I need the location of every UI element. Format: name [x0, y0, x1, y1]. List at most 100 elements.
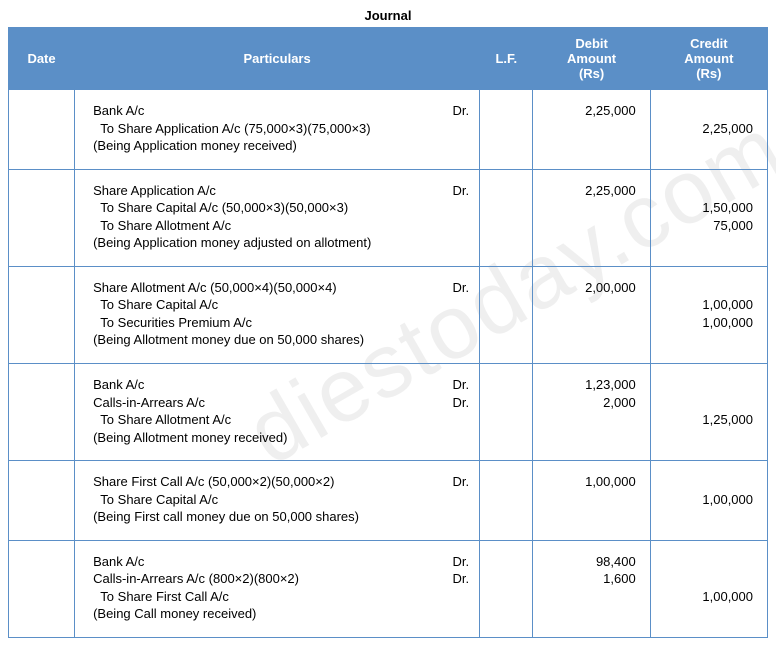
dr-indicator	[441, 331, 471, 349]
dr-indicator: Dr.	[441, 376, 471, 394]
credit-cell: 1,00,0001,00,000	[650, 266, 767, 363]
credit-amount	[657, 429, 753, 447]
debit-amount	[539, 411, 635, 429]
debit-amount	[539, 508, 635, 526]
entry-line: Bank A/cDr.	[93, 376, 471, 394]
lf-cell	[480, 364, 533, 461]
header-debit: DebitAmount(Rs)	[533, 28, 650, 90]
entry-line: Bank A/cDr.	[93, 102, 471, 120]
credit-amount: 1,00,000	[657, 296, 753, 314]
entry-line: Calls-in-Arrears A/cDr.	[93, 394, 471, 412]
credit-amount	[657, 570, 753, 588]
debit-amount	[539, 491, 635, 509]
debit-cell: 2,25,000	[533, 90, 650, 170]
debit-amount	[539, 217, 635, 235]
credit-amount: 1,00,000	[657, 314, 753, 332]
entry-line: (Being Allotment money due on 50,000 sha…	[93, 331, 471, 349]
entry-line: (Being Allotment money received)	[93, 429, 471, 447]
entry-line: To Share Application A/c (75,000×3)(75,0…	[93, 120, 471, 138]
entry-text: Calls-in-Arrears A/c (800×2)(800×2)	[93, 570, 441, 588]
credit-amount	[657, 279, 753, 297]
table-row: Bank A/cDr. To Share Application A/c (75…	[9, 90, 768, 170]
credit-amount	[657, 508, 753, 526]
credit-cell: 1,50,00075,000	[650, 169, 767, 266]
debit-cell: 1,00,000	[533, 461, 650, 541]
credit-amount	[657, 234, 753, 252]
debit-cell: 2,25,000	[533, 169, 650, 266]
particulars-cell: Share Allotment A/c (50,000×4)(50,000×4)…	[75, 266, 480, 363]
credit-amount	[657, 376, 753, 394]
journal-table: Date Particulars L.F. DebitAmount(Rs) Cr…	[8, 27, 768, 638]
entry-text: Bank A/c	[93, 376, 441, 394]
table-row: Bank A/cDr.Calls-in-Arrears A/cDr. To Sh…	[9, 364, 768, 461]
entry-line: (Being Application money received)	[93, 137, 471, 155]
particulars-cell: Bank A/cDr.Calls-in-Arrears A/cDr. To Sh…	[75, 364, 480, 461]
header-date: Date	[9, 28, 75, 90]
credit-amount	[657, 473, 753, 491]
entry-text: To Securities Premium A/c	[93, 314, 441, 332]
dr-indicator	[441, 234, 471, 252]
entry-line: To Share Capital A/c	[93, 296, 471, 314]
particulars-cell: Share First Call A/c (50,000×2)(50,000×2…	[75, 461, 480, 541]
entry-text: (Being Application money adjusted on all…	[93, 234, 441, 252]
dr-indicator: Dr.	[441, 553, 471, 571]
debit-amount: 98,400	[539, 553, 635, 571]
entry-line: To Share Capital A/c (50,000×3)(50,000×3…	[93, 199, 471, 217]
dr-indicator	[441, 508, 471, 526]
date-cell	[9, 90, 75, 170]
header-particulars: Particulars	[75, 28, 480, 90]
debit-cell: 1,23,0002,000	[533, 364, 650, 461]
lf-cell	[480, 461, 533, 541]
journal-title: Journal	[8, 8, 768, 23]
entry-text: Share Allotment A/c (50,000×4)(50,000×4)	[93, 279, 441, 297]
table-header-row: Date Particulars L.F. DebitAmount(Rs) Cr…	[9, 28, 768, 90]
entry-text: To Share Allotment A/c	[93, 217, 441, 235]
credit-cell: 2,25,000	[650, 90, 767, 170]
entry-text: Share Application A/c	[93, 182, 441, 200]
dr-indicator	[441, 217, 471, 235]
entry-line: Share Allotment A/c (50,000×4)(50,000×4)…	[93, 279, 471, 297]
entry-line: To Share Capital A/c	[93, 491, 471, 509]
credit-amount: 75,000	[657, 217, 753, 235]
dr-indicator	[441, 588, 471, 606]
debit-amount	[539, 429, 635, 447]
entry-text: To Share First Call A/c	[93, 588, 441, 606]
credit-amount: 1,00,000	[657, 491, 753, 509]
debit-amount: 2,25,000	[539, 182, 635, 200]
entry-text: Bank A/c	[93, 102, 441, 120]
table-row: Share Allotment A/c (50,000×4)(50,000×4)…	[9, 266, 768, 363]
credit-cell: 1,00,000	[650, 461, 767, 541]
credit-amount: 1,25,000	[657, 411, 753, 429]
dr-indicator: Dr.	[441, 102, 471, 120]
entry-text: Bank A/c	[93, 553, 441, 571]
credit-amount	[657, 102, 753, 120]
credit-amount: 2,25,000	[657, 120, 753, 138]
debit-amount	[539, 605, 635, 623]
dr-indicator	[441, 137, 471, 155]
table-row: Share Application A/cDr. To Share Capita…	[9, 169, 768, 266]
lf-cell	[480, 169, 533, 266]
entry-text: (Being Allotment money due on 50,000 sha…	[93, 331, 441, 349]
entry-text: To Share Capital A/c	[93, 296, 441, 314]
dr-indicator	[441, 314, 471, 332]
entry-line: Bank A/cDr.	[93, 553, 471, 571]
entry-text: To Share Allotment A/c	[93, 411, 441, 429]
particulars-cell: Bank A/cDr. To Share Application A/c (75…	[75, 90, 480, 170]
debit-cell: 2,00,000	[533, 266, 650, 363]
date-cell	[9, 266, 75, 363]
entry-line: To Share Allotment A/c	[93, 217, 471, 235]
entry-text: (Being Application money received)	[93, 137, 441, 155]
header-credit: CreditAmount(Rs)	[650, 28, 767, 90]
debit-amount	[539, 120, 635, 138]
entry-text: To Share Application A/c (75,000×3)(75,0…	[93, 120, 441, 138]
debit-amount: 1,600	[539, 570, 635, 588]
debit-amount	[539, 314, 635, 332]
entry-text: Calls-in-Arrears A/c	[93, 394, 441, 412]
credit-amount	[657, 137, 753, 155]
debit-amount: 1,23,000	[539, 376, 635, 394]
debit-amount	[539, 199, 635, 217]
dr-indicator	[441, 605, 471, 623]
entry-text: (Being First call money due on 50,000 sh…	[93, 508, 441, 526]
entry-text: (Being Allotment money received)	[93, 429, 441, 447]
entry-text: Share First Call A/c (50,000×2)(50,000×2…	[93, 473, 441, 491]
